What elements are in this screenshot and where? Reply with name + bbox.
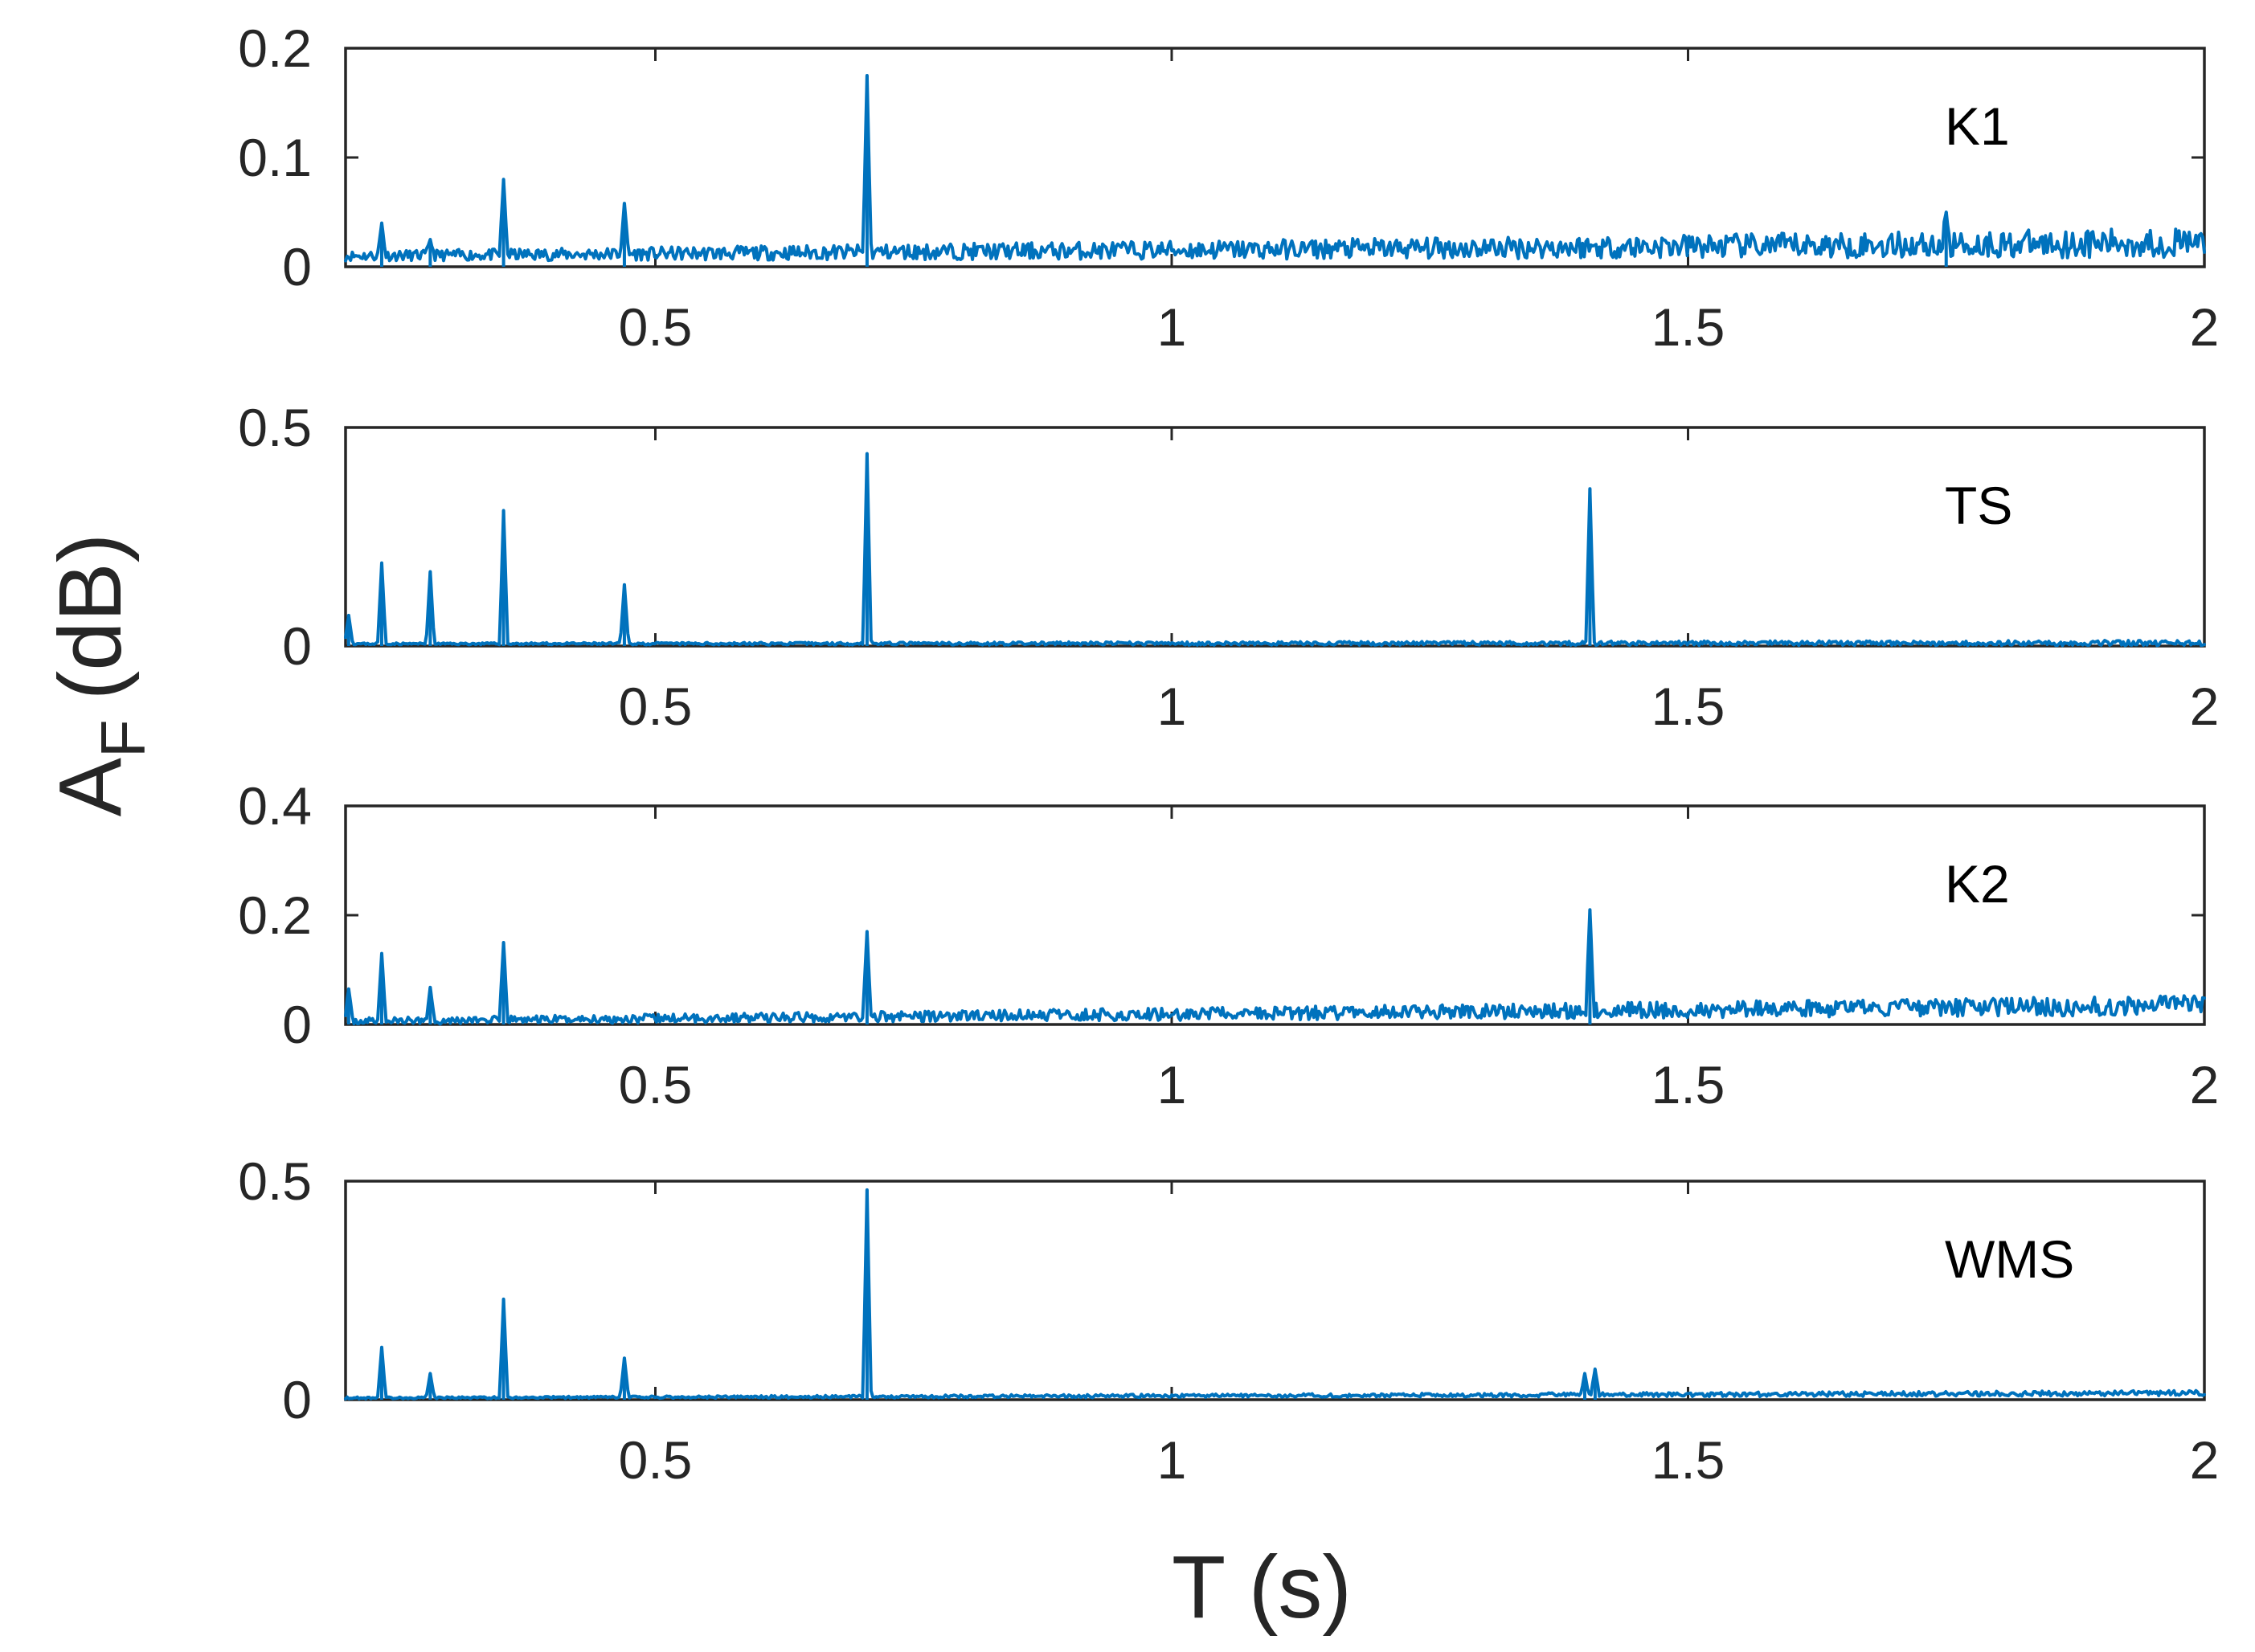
x-tick-label: 2: [2190, 677, 2220, 736]
series-line-k2: [344, 908, 2206, 1026]
axes-frame: [344, 804, 2206, 1026]
y-tick-label: 0.4: [238, 776, 312, 836]
panel-label: TS: [1945, 476, 2012, 535]
y-tick-label: 0.2: [238, 885, 312, 945]
subplot-k1: 0.5 1 1.5 2 0 0.1 0.2 K1: [238, 18, 2219, 357]
axes-frame: [344, 47, 2206, 268]
panel-label: K2: [1945, 854, 2010, 914]
panel-label: K1: [1945, 96, 2010, 156]
x-tick-label: 1.5: [1651, 1055, 1725, 1114]
y-tick-label: 0.5: [238, 1151, 312, 1211]
y-tick-label: 0: [282, 1370, 312, 1429]
x-tick-label: 2: [2190, 1055, 2220, 1114]
x-tick-label: 1.5: [1651, 677, 1725, 736]
x-tick-label: 1: [1157, 1055, 1187, 1114]
x-tick-label: 0.5: [619, 1430, 693, 1490]
panel-label: WMS: [1945, 1229, 2074, 1289]
x-tick-label: 1: [1157, 1430, 1187, 1490]
y-tick-label: 0: [282, 616, 312, 676]
y-tick-label: 0.1: [238, 128, 312, 187]
y-axis-title: AF (dB): [41, 534, 158, 817]
series-line-ts: [344, 452, 2206, 648]
subplot-ts: 0.5 1 1.5 2 0 0.5 TS: [238, 398, 2219, 736]
x-tick-label: 1: [1157, 677, 1187, 736]
x-tick-label: 1.5: [1651, 297, 1725, 357]
y-tick-label: 0: [282, 995, 312, 1054]
series-line-k1: [344, 74, 2206, 263]
y-axis-title-symbol: A: [41, 757, 140, 816]
y-axis-title-unit: (dB): [41, 534, 140, 701]
x-tick-label: 1: [1157, 297, 1187, 357]
subplot-k2: 0.5 1 1.5 2 0 0.2 0.4 K2: [238, 776, 2219, 1114]
axes-frame: [344, 1180, 2206, 1401]
x-tick-label: 0.5: [619, 1055, 693, 1114]
axes-frame: [344, 426, 2206, 648]
y-axis-title-subscript: F: [88, 719, 158, 758]
x-tick-label: 0.5: [619, 297, 693, 357]
subplot-wms: 0.5 1 1.5 2 0 0.5 WMS: [238, 1151, 2219, 1490]
x-tick-label: 0.5: [619, 677, 693, 736]
series-line-wms: [344, 1188, 2206, 1401]
y-tick-label: 0.5: [238, 398, 312, 457]
y-tick-label: 0.2: [238, 18, 312, 78]
y-tick-label: 0: [282, 237, 312, 296]
x-tick-label: 2: [2190, 297, 2220, 357]
x-tick-label: 1.5: [1651, 1430, 1725, 1490]
x-axis-title: T (s): [1172, 1538, 1352, 1637]
x-tick-label: 2: [2190, 1430, 2220, 1490]
